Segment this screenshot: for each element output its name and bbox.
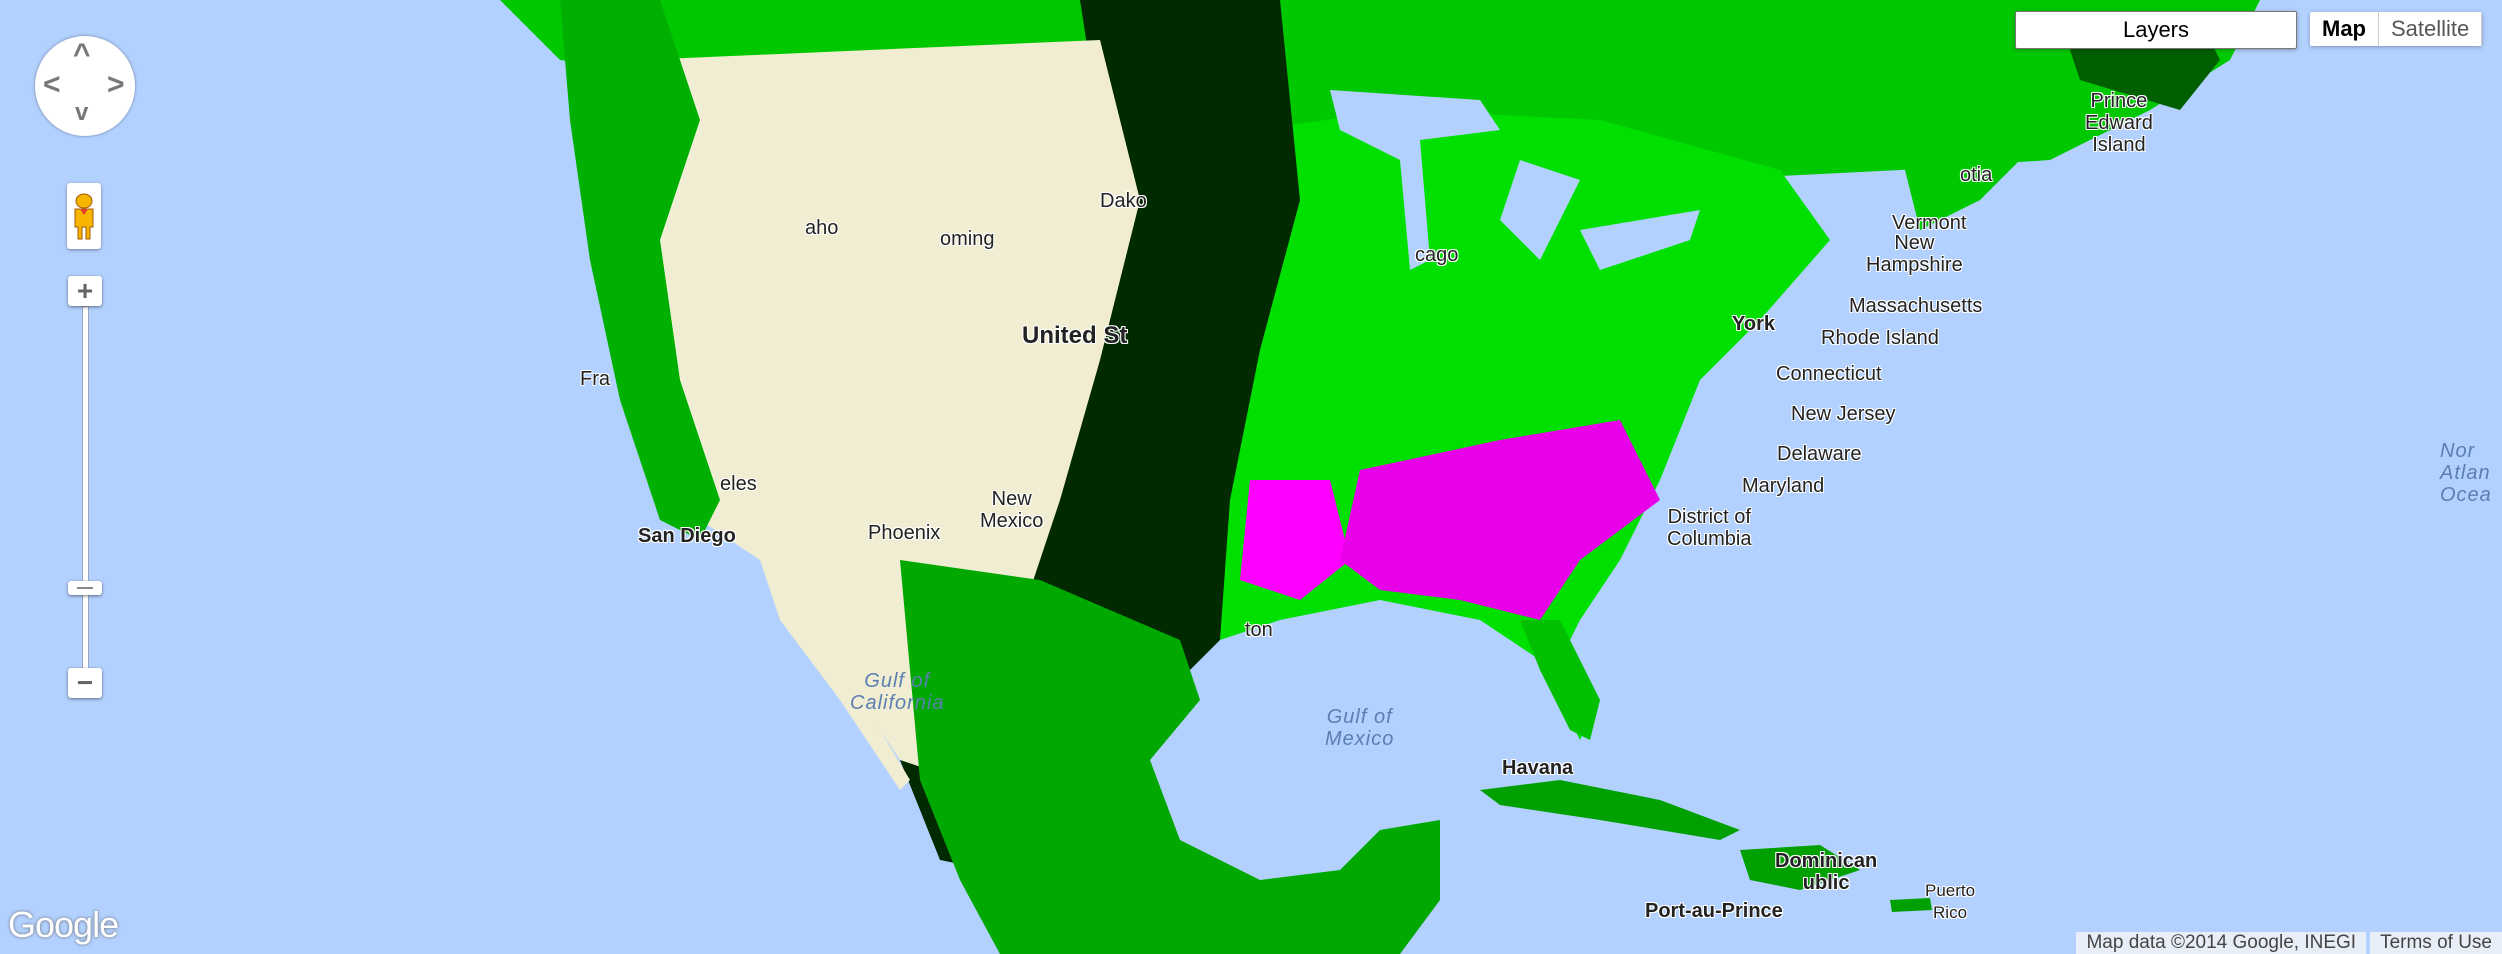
street-view-pegman[interactable]: [67, 183, 101, 249]
label-wyoming: oming: [940, 228, 995, 250]
land-florida: [1520, 620, 1600, 740]
land-southeast-magenta: [1240, 480, 1350, 600]
zoom-out-button[interactable]: −: [68, 668, 102, 698]
label-north-dakota: Dako: [1100, 190, 1147, 212]
map-type-satellite-button[interactable]: Satellite: [2379, 12, 2483, 46]
zoom-slider-handle[interactable]: [68, 581, 102, 596]
label-district-of-columbia: District of Columbia: [1667, 506, 1752, 550]
label-chicago: cago: [1415, 244, 1459, 266]
label-new-jersey: New Jersey: [1791, 403, 1896, 425]
pan-down-icon[interactable]: v: [75, 99, 89, 126]
label-prince-edward-island: Prince Edward Island: [2085, 90, 2153, 156]
pegman-icon: [74, 193, 94, 240]
pan-right-icon[interactable]: >: [107, 68, 125, 101]
label-new-york: York: [1732, 313, 1775, 335]
label-puerto-rico: Puerto Rico: [1925, 881, 1976, 922]
pan-up-icon[interactable]: ^: [73, 38, 91, 71]
terms-of-use-link[interactable]: Terms of Use: [2370, 932, 2502, 954]
label-vermont: Vermont: [1892, 212, 1967, 234]
label-north-atlantic-ocean: Nor Atlan Ocea: [2440, 440, 2492, 506]
map-data-attribution: Map data ©2014 Google, INEGI: [2076, 932, 2367, 954]
great-lakes: [1330, 90, 1700, 270]
label-new-mexico: New Mexico: [980, 488, 1044, 532]
zoom-in-button[interactable]: +: [68, 276, 102, 306]
land-baja: [760, 560, 910, 790]
pan-left-icon[interactable]: <: [43, 68, 61, 101]
land-hispaniola: [1740, 845, 1860, 890]
label-massachusetts: Massachusetts: [1849, 295, 1983, 317]
layers-button[interactable]: Layers: [2015, 11, 2297, 49]
label-delaware: Delaware: [1777, 443, 1862, 465]
land-nova-scotia: [1900, 110, 2060, 230]
land-cuba: [1480, 780, 1740, 840]
land-southeast-magenta-2: [1340, 420, 1660, 620]
label-phoenix: Phoenix: [868, 522, 941, 544]
map-type-control: Map Satellite: [2310, 12, 2483, 46]
land-eastern-us: [1170, 110, 1830, 740]
label-port-au-prince: Port-au-Prince: [1645, 900, 1783, 922]
label-san-francisco: Fra: [580, 368, 610, 390]
label-new-hampshire: New Hampshire: [1866, 232, 1963, 276]
land-west-coast: [560, 0, 720, 540]
label-gulf-of-mexico: Gulf of Mexico: [1325, 706, 1395, 750]
label-connecticut: Connecticut: [1776, 363, 1882, 385]
google-logo[interactable]: Google: [8, 904, 119, 945]
land-mexico: [900, 560, 1440, 954]
label-havana: Havana: [1502, 757, 1574, 779]
label-los-angeles: eles: [720, 473, 757, 495]
label-rhode-island: Rhode Island: [1821, 327, 1939, 349]
zoom-slider-track[interactable]: [82, 306, 89, 670]
label-united-states: United St: [1022, 322, 1128, 349]
label-houston: ton: [1245, 619, 1273, 641]
label-maryland: Maryland: [1742, 475, 1825, 497]
label-san-diego: San Diego: [638, 525, 736, 547]
attribution-bar: Map data ©2014 Google, INEGI Terms of Us…: [2072, 932, 2502, 954]
pan-control[interactable]: ^ v < >: [35, 36, 135, 136]
label-gulf-of-california: Gulf of California: [850, 670, 945, 714]
label-dominican-republic: Dominican ublic: [1775, 850, 1878, 894]
label-idaho: aho: [805, 217, 839, 239]
label-nova-scotia: otia: [1960, 164, 1993, 186]
land-puerto-rico: [1890, 898, 1932, 912]
map-type-map-button[interactable]: Map: [2310, 12, 2379, 46]
